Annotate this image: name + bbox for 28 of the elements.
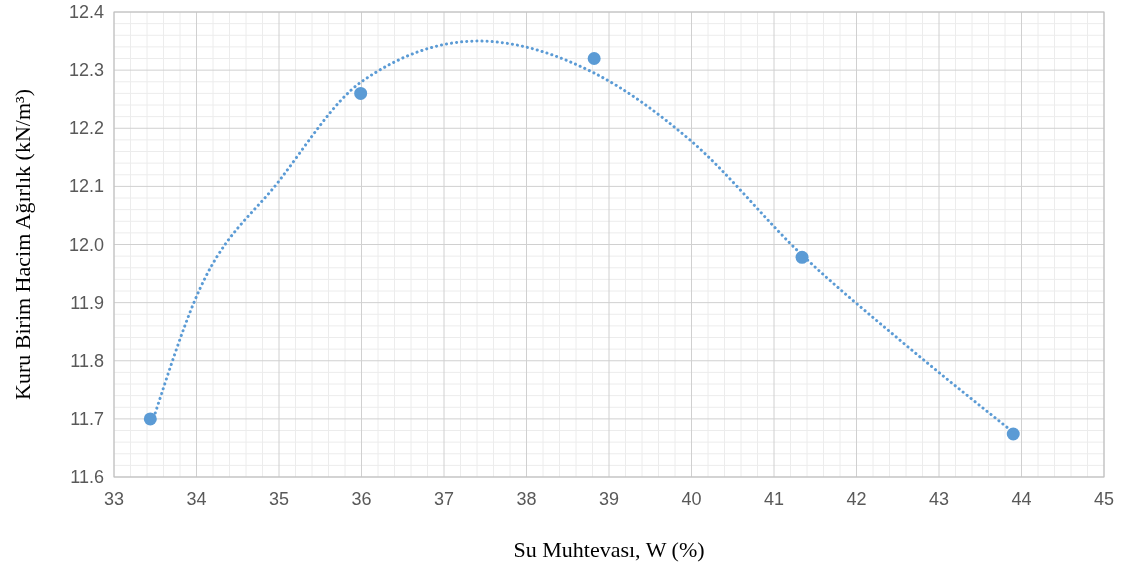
y-axis-title: Kuru Birim Hacim Ağırlık (kN/m³) xyxy=(10,89,35,400)
y-tick-label: 11.8 xyxy=(70,350,104,371)
x-tick-label: 42 xyxy=(846,489,867,509)
y-tick-label: 11.9 xyxy=(70,292,104,313)
point xyxy=(354,86,368,100)
x-tick-label: 40 xyxy=(681,489,702,509)
y-tick-label: 12.3 xyxy=(68,60,104,81)
y-tick-label: 12.2 xyxy=(68,118,104,139)
x-tick-label: 41 xyxy=(763,489,785,509)
x-axis-title: Su Muhtevası, W (%) xyxy=(513,537,705,562)
x-tick-label: 45 xyxy=(1093,489,1115,509)
x-tick-label: 39 xyxy=(598,489,620,509)
x-tick-label: 35 xyxy=(268,489,290,509)
y-tick-label: 12.0 xyxy=(68,234,104,255)
x-tick-label: 33 xyxy=(103,489,125,509)
point xyxy=(143,412,157,426)
x-tick-label: 44 xyxy=(1011,489,1032,509)
x-tick-label: 38 xyxy=(516,489,537,509)
point xyxy=(587,52,601,65)
x-tick-label: 37 xyxy=(433,489,455,509)
y-tick-label: 11.6 xyxy=(70,467,104,487)
x-tick-label: 43 xyxy=(928,489,950,509)
y-tick-label: 11.7 xyxy=(70,408,104,429)
y-tick-label: 12.1 xyxy=(68,176,104,197)
point xyxy=(1006,427,1020,441)
x-tick-label: 36 xyxy=(351,489,372,509)
y-tick-label: 12.4 xyxy=(68,2,104,22)
x-tick-label: 34 xyxy=(186,489,207,509)
